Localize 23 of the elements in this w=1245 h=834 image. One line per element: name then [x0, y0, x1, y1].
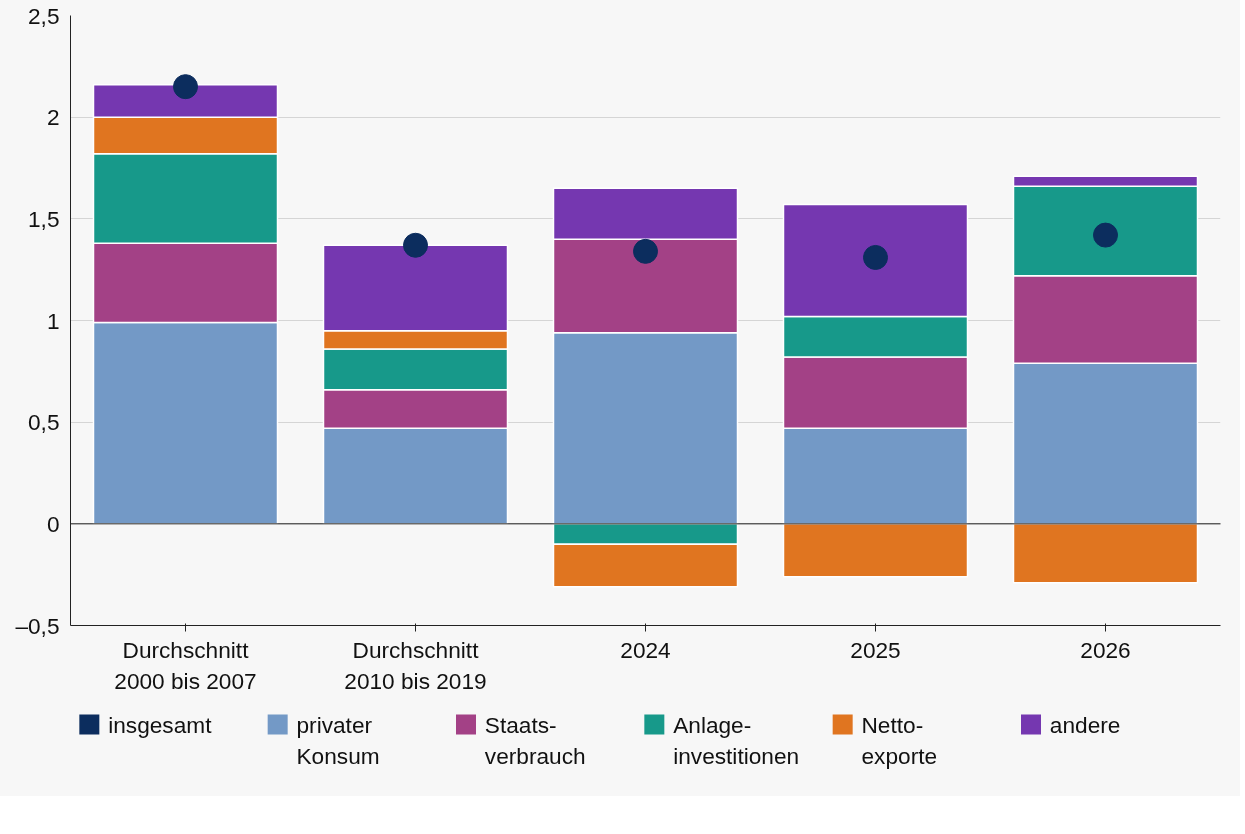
- point: [173, 74, 198, 100]
- x-tick-label: 2024: [620, 636, 671, 663]
- y-tick-label: 0,5: [28, 409, 60, 436]
- y-tick-label: 1,5: [28, 205, 60, 232]
- y-tick-label: 0: [46, 510, 60, 537]
- y-tick-label: 2: [46, 104, 60, 131]
- x-tick-label: Durchschnitt 2000 bis 2007: [114, 636, 257, 694]
- x-tick-label: 2026: [1080, 636, 1131, 663]
- point: [863, 244, 888, 270]
- point: [403, 232, 428, 258]
- legend-label: insgesamt: [108, 711, 213, 738]
- x-tick-label: Durchschnitt 2010 bis 2019: [344, 636, 487, 694]
- x-tick-label: 2025: [850, 636, 901, 663]
- y-tick-label: 1: [46, 307, 60, 334]
- point: [633, 238, 658, 264]
- y-tick-label: 2,5: [28, 2, 60, 29]
- legend-label: Netto- exporte: [861, 711, 938, 769]
- legend-label: andere: [1049, 711, 1121, 738]
- y-tick-label: –0,5: [15, 612, 60, 639]
- point: [1093, 222, 1118, 248]
- legend-label: Anlage- investitionen: [673, 711, 800, 769]
- legend-label: Staats- verbrauch: [484, 711, 586, 769]
- legend-label: privater Konsum: [296, 711, 380, 769]
